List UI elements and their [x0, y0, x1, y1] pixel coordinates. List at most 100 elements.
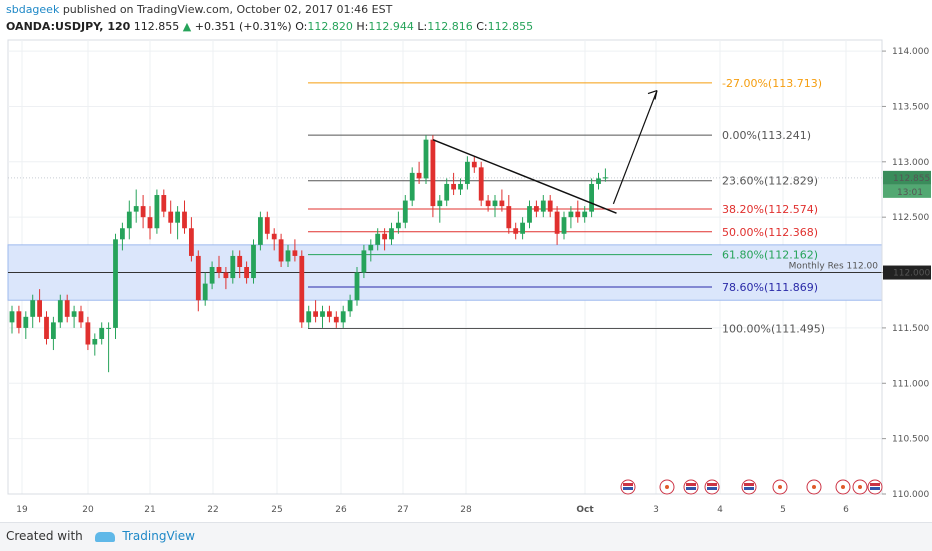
x-axis-tick-label: 28 — [460, 505, 472, 515]
x-axis-tick-label: 22 — [207, 505, 218, 515]
flag-stripe — [870, 483, 880, 486]
x-axis-tick-label: 6 — [843, 505, 849, 515]
price-chart[interactable]: Monthly Res 112.00 -27.00%(113.713) 0.00%(… — [0, 0, 932, 522]
y-axis-tick-label: 110.000 — [892, 490, 929, 500]
x-axis-tick-label: 5 — [780, 505, 786, 515]
candle-body — [513, 228, 519, 234]
last-price: 112.855 — [133, 20, 180, 33]
candle-body — [168, 211, 174, 223]
x-axis-tick-label: 3 — [653, 505, 659, 515]
candle-body — [306, 311, 312, 323]
candle-body — [71, 311, 77, 317]
candle-body — [113, 239, 118, 328]
flag-stripe — [686, 487, 696, 490]
symbol-name[interactable]: OANDA:USDJPY, 120 — [6, 20, 131, 33]
event-marker-dot — [841, 485, 845, 489]
candle-body — [57, 300, 63, 323]
event-marker-dot — [778, 485, 782, 489]
fib-level-label: -27.00%(113.713) — [722, 77, 822, 90]
author-link[interactable]: sbdageek — [6, 3, 60, 16]
y-axis-tick-label: 111.000 — [892, 379, 929, 389]
y-axis-tick-label: 114.000 — [892, 47, 929, 57]
candle-body — [347, 300, 353, 312]
candle-body — [175, 211, 180, 223]
x-axis-tick-label: 20 — [82, 505, 94, 515]
candle-body — [368, 244, 374, 251]
price-change: +0.351 (+0.31%) — [194, 20, 292, 33]
candle-body — [44, 316, 49, 339]
publish-info: published on TradingView.com, October 02… — [62, 3, 393, 16]
flag-stripe — [707, 487, 717, 490]
y-axis-tick-label: 113.500 — [892, 102, 929, 112]
candle-body — [16, 311, 22, 328]
zone-label: Monthly Res 112.00 — [789, 262, 879, 272]
candle-body — [223, 272, 229, 279]
candle-body — [51, 322, 56, 339]
candle-body — [85, 322, 91, 345]
fib-level-label: 100.00%(111.495) — [722, 322, 825, 335]
candle-body — [402, 200, 408, 223]
candle-body — [340, 311, 346, 323]
candle-body — [140, 206, 146, 218]
candle-body — [396, 222, 401, 229]
candle-body — [478, 167, 484, 201]
flag-stripe — [870, 487, 880, 490]
candle-body — [126, 211, 132, 229]
flag-stripe — [686, 483, 696, 486]
candle-body — [230, 255, 236, 279]
fib-level-label: 38.20%(112.574) — [722, 203, 818, 216]
candle-body — [375, 233, 381, 245]
candle-body — [264, 217, 270, 234]
candle-body — [451, 183, 456, 190]
fib-level-label: 61.80%(112.162) — [722, 249, 818, 262]
candle-body — [147, 217, 153, 229]
projection-arrow — [612, 90, 658, 205]
candle-body — [320, 311, 325, 317]
event-marker-dot — [858, 485, 862, 489]
candle-body — [99, 327, 105, 339]
candle-body — [534, 206, 539, 212]
downtrend-line — [432, 138, 617, 214]
candle-body — [78, 311, 84, 323]
publish-header: sbdageek published on TradingView.com, O… — [0, 0, 932, 20]
candle-body — [271, 233, 277, 240]
candle-body — [278, 239, 284, 262]
candle-body — [202, 283, 208, 301]
tradingview-link[interactable]: TradingView — [122, 529, 195, 543]
candle-body — [520, 222, 525, 234]
candle-body — [444, 183, 450, 201]
created-with-label: Created with — [6, 529, 83, 543]
candle-body — [30, 300, 36, 317]
event-marker-dot — [812, 485, 816, 489]
candle-body — [209, 267, 215, 284]
candle-body — [540, 200, 546, 212]
x-axis-tick-label: 21 — [144, 505, 155, 515]
candle-body — [423, 139, 429, 179]
candle-body — [589, 183, 594, 212]
candle-body — [506, 206, 512, 229]
candle-body — [430, 139, 436, 207]
candle-body — [237, 255, 243, 267]
x-axis-tick-label: 27 — [397, 505, 408, 515]
high-label: H: — [356, 20, 369, 33]
flag-stripe — [623, 483, 633, 486]
candle-body — [23, 316, 29, 328]
candle-body — [327, 311, 332, 317]
current-price-badge — [883, 170, 931, 185]
candle-body — [603, 177, 608, 179]
close-value: 112.855 — [487, 20, 534, 33]
x-axis-tick-label: 4 — [717, 505, 723, 515]
candle-body — [382, 233, 387, 240]
candle-body — [292, 250, 298, 256]
candle-body — [161, 195, 167, 212]
candle-body — [582, 211, 588, 218]
candle-body — [64, 300, 70, 317]
candle-body — [492, 200, 498, 207]
candle-body — [154, 195, 160, 229]
candle-body — [596, 178, 601, 184]
candle-body — [465, 161, 470, 184]
current-price-label: 112.855 — [893, 174, 930, 184]
flag-stripe — [744, 483, 754, 486]
low-label: L: — [417, 20, 428, 33]
high-value: 112.944 — [368, 20, 414, 33]
